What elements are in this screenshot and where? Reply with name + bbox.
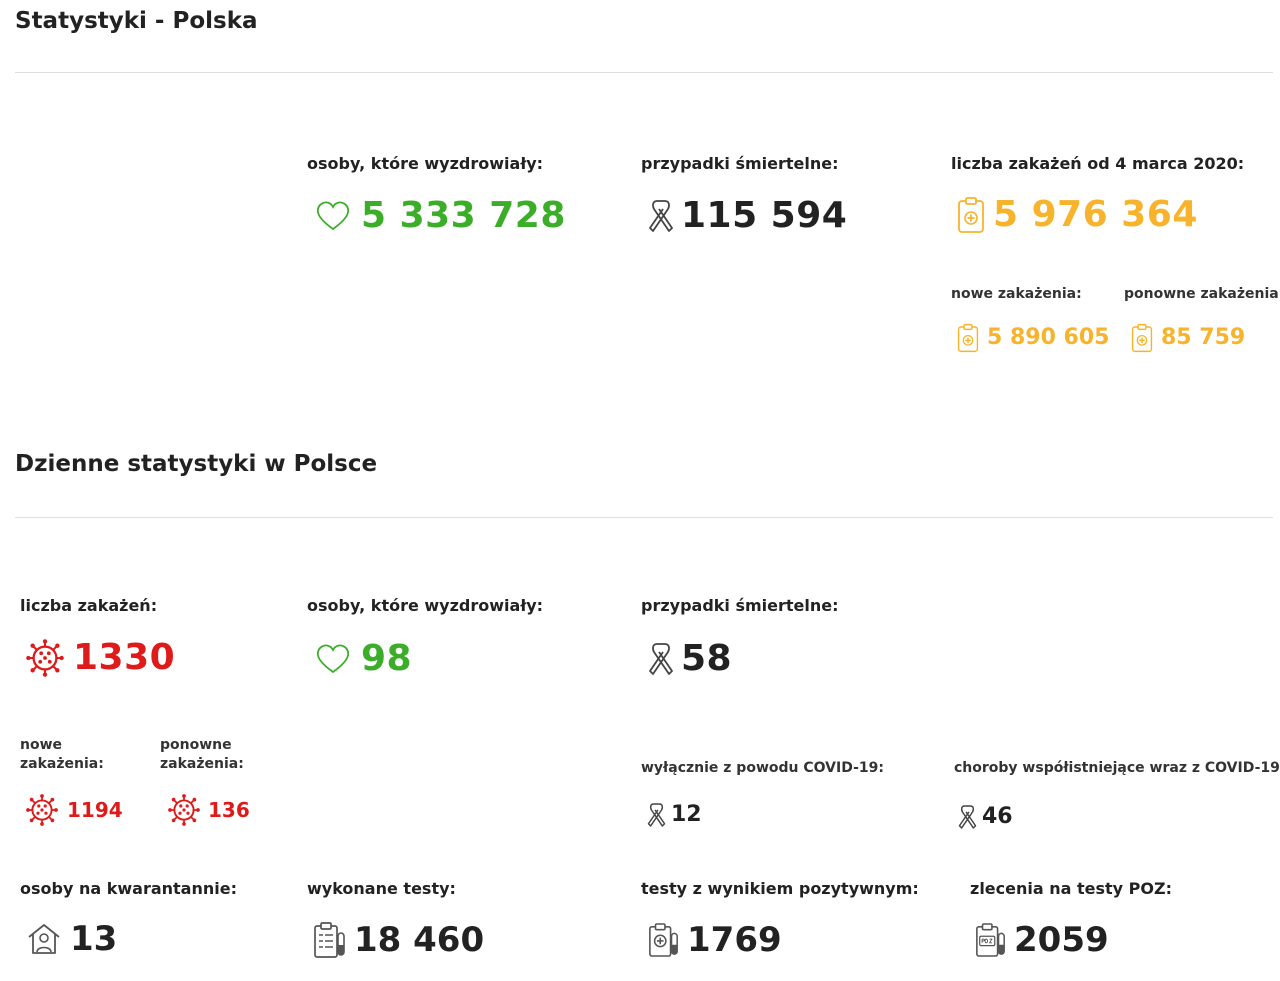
daily-new-infections-stat: 1194: [26, 794, 123, 826]
divider: [15, 72, 1273, 73]
overall-deaths-value: 115 594: [681, 195, 848, 236]
clipboard-plus-icon: [958, 197, 984, 233]
divider: [15, 517, 1273, 518]
daily-comorbid-value: 46: [982, 804, 1013, 829]
overall-infections-stat: 5 976 364: [957, 196, 1198, 234]
daily-infections-stat: 1330: [26, 639, 175, 677]
overall-reinfections-value: 85 759: [1161, 325, 1246, 350]
daily-recovered-value: 98: [361, 638, 413, 679]
ribbon-icon: [649, 643, 673, 675]
daily-poz-referrals-label: zlecenia na testy POZ:: [970, 879, 1172, 898]
section-title-overall: Statystyki - Polska: [15, 8, 258, 34]
daily-comorbid-label: choroby współistniejące wraz z COVID-19:: [954, 760, 1280, 776]
section-title-daily: Dzienne statystyki w Polsce: [15, 451, 378, 477]
overall-reinfections-stat: 85 759: [1131, 323, 1245, 353]
test-clipboard-icon: [314, 922, 345, 958]
overall-infections-value: 5 976 364: [993, 194, 1198, 235]
daily-positive-tests-stat: 1769: [648, 921, 782, 959]
overall-recovered-label: osoby, które wyzdrowiały:: [307, 154, 544, 173]
daily-poz-referrals-stat: 2059: [975, 921, 1109, 959]
daily-quarantine-label: osoby na kwarantannie:: [20, 879, 237, 898]
daily-positive-tests-label: testy z wynikiem pozytywnym:: [641, 879, 919, 898]
overall-new-infections-stat: 5 890 605: [957, 323, 1109, 353]
daily-recovered-label: osoby, które wyzdrowiały:: [307, 596, 544, 615]
virus-icon: [26, 794, 58, 826]
ribbon-icon: [649, 200, 673, 232]
daily-deaths-label: przypadki śmiertelne:: [641, 596, 839, 615]
daily-quarantine-value: 13: [70, 919, 118, 959]
daily-tests-stat: 18 460: [313, 921, 484, 959]
daily-covid-only-stat: 12: [647, 802, 702, 828]
heart-icon: [316, 201, 350, 231]
daily-new-infections-label: nowe zakażenia:: [20, 737, 104, 772]
daily-infections-label: liczba zakażeń:: [20, 596, 158, 615]
heart-icon: [316, 644, 350, 674]
ribbon-icon: [958, 805, 977, 829]
overall-recovered-value: 5 333 728: [361, 195, 566, 236]
daily-deaths-value: 58: [681, 638, 733, 679]
virus-icon: [26, 639, 64, 677]
daily-reinfections-label: ponowne zakażenia:: [160, 737, 244, 772]
daily-deaths-stat: 58: [648, 641, 732, 677]
daily-reinfections-value: 136: [208, 798, 250, 822]
overall-deaths-label: przypadki śmiertelne:: [641, 154, 839, 173]
ribbon-icon: [647, 803, 666, 827]
daily-recovered-stat: 98: [316, 641, 412, 677]
daily-quarantine-stat: 13: [26, 922, 117, 956]
virus-icon: [168, 794, 200, 826]
daily-covid-only-label: wyłącznie z powodu COVID-19:: [641, 760, 884, 776]
daily-comorbid-stat: 46: [958, 804, 1013, 830]
daily-tests-label: wykonane testy:: [307, 879, 456, 898]
daily-poz-referrals-value: 2059: [1014, 920, 1109, 960]
positive-test-icon: [649, 923, 678, 957]
daily-tests-value: 18 460: [354, 920, 485, 960]
overall-recovered-stat: 5 333 728: [316, 198, 566, 234]
daily-covid-only-value: 12: [671, 802, 702, 827]
daily-new-infections-value: 1194: [67, 798, 123, 822]
overall-new-infections-value: 5 890 605: [987, 325, 1110, 350]
clipboard-plus-icon: [1131, 323, 1153, 353]
daily-positive-tests-value: 1769: [687, 920, 782, 960]
clipboard-plus-icon: [957, 323, 979, 353]
house-person-icon: [28, 924, 60, 954]
overall-deaths-stat: 115 594: [648, 198, 847, 234]
overall-reinfections-label: ponowne zakażenia:: [1124, 286, 1280, 302]
overall-new-infections-label: nowe zakażenia:: [951, 286, 1082, 302]
overall-infections-label: liczba zakażeń od 4 marca 2020:: [951, 154, 1245, 173]
daily-reinfections-stat: 136: [168, 794, 250, 826]
poz-test-icon: [976, 923, 1005, 957]
daily-infections-value: 1330: [73, 637, 176, 678]
